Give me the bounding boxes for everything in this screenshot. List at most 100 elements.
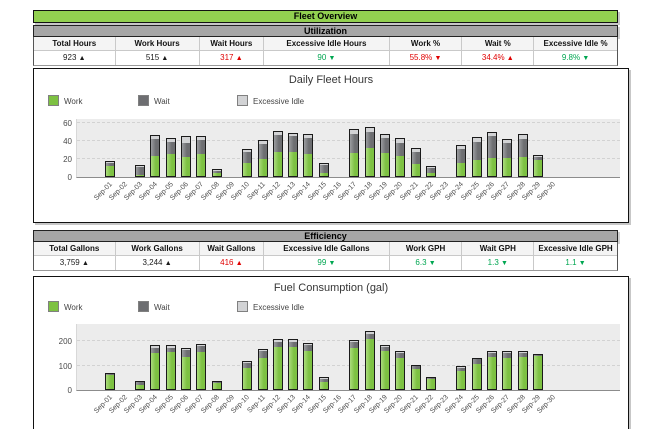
legend-label: Excessive Idle	[253, 97, 305, 106]
stat-value-cell: 1.1 ▼	[534, 256, 617, 270]
y-axis-tick-label: 60	[63, 118, 72, 128]
bar-sep-03	[135, 165, 146, 177]
bar-sep-22	[425, 376, 436, 390]
work-segment	[365, 339, 374, 389]
excessive-idle-segment	[518, 135, 527, 140]
excessive-idle-segment	[273, 131, 282, 135]
bar-sep-25	[471, 357, 482, 390]
work-segment	[166, 154, 175, 176]
bar-sep-29	[532, 155, 543, 177]
work-segment	[105, 375, 114, 389]
stat-value-text: 6.3	[415, 258, 429, 267]
bar-sep-13	[288, 132, 299, 177]
stat-value-row: 923 ▲ 515 ▲ 317 ▲ 90 ▼ 55.8% ▼ 34.4% ▲ 9.8% ▼	[34, 51, 617, 65]
legend-swatch-icon	[138, 301, 149, 312]
stat-header-cell: Wait %	[462, 37, 535, 50]
excessive-idle-segment	[182, 348, 190, 350]
legend-swatch-icon	[138, 95, 149, 106]
wait-segment	[289, 341, 298, 348]
work-segment	[319, 173, 328, 176]
trend-up-icon: ▲	[235, 55, 243, 62]
wait-segment	[396, 142, 405, 157]
excessive-idle-segment	[166, 139, 175, 142]
stat-value-text: 317	[220, 53, 236, 62]
excessive-idle-segment	[304, 344, 313, 346]
trend-down-icon: ▼	[434, 55, 442, 62]
work-segment	[380, 152, 389, 176]
excessive-idle-segment	[197, 137, 206, 140]
excessive-idle-segment	[243, 149, 252, 152]
stat-value-text: 1.3	[487, 258, 502, 267]
stat-value-text: 99	[317, 258, 329, 267]
wait-segment	[488, 352, 496, 357]
work-segment	[289, 151, 298, 176]
stat-header-cell: Wait Hours	[200, 37, 265, 50]
wait-segment	[136, 382, 145, 386]
work-segment	[243, 162, 252, 176]
bar-sep-15	[318, 163, 329, 177]
work-segment	[380, 351, 389, 389]
wait-segment	[243, 363, 252, 368]
excessive-idle-segment	[258, 140, 267, 144]
trend-up-icon: ▲	[161, 55, 169, 62]
chart-title: Fuel Consumption (gal)	[273, 282, 389, 294]
stat-value-cell: 55.8% ▼	[390, 51, 463, 65]
bar-sep-28	[517, 134, 528, 177]
excessive-idle-segment	[258, 349, 267, 352]
excessive-idle-segment	[166, 345, 175, 348]
gridline	[77, 364, 620, 366]
bar-sep-11	[257, 139, 268, 177]
bar-sep-19	[379, 133, 390, 177]
excessive-idle-segment	[488, 132, 496, 137]
wait-segment	[212, 382, 221, 384]
work-segment	[136, 175, 145, 176]
work-segment	[273, 151, 282, 176]
work-segment	[396, 156, 405, 176]
bar-sep-25	[471, 137, 482, 177]
wait-segment	[457, 149, 466, 163]
stat-header-cell: Wait GPH	[462, 242, 535, 255]
wait-segment	[166, 347, 175, 352]
bar-sep-06	[181, 347, 191, 390]
bar-sep-10	[242, 361, 253, 390]
work-segment	[503, 158, 512, 176]
bar-sep-29	[532, 354, 543, 390]
stat-header-cell: Work Gallons	[116, 242, 200, 255]
wait-segment	[151, 347, 160, 354]
legend-item-excessive-idle: Excessive Idle	[237, 301, 304, 312]
gridline	[77, 157, 620, 159]
bar-sep-17	[349, 339, 360, 390]
wait-segment	[457, 367, 466, 371]
excessive-idle-segment	[380, 134, 389, 139]
work-segment	[396, 358, 405, 389]
trend-up-icon: ▲	[78, 55, 86, 62]
excessive-idle-segment	[503, 352, 512, 354]
bar-sep-07	[196, 136, 207, 177]
stat-value-cell: 1.3 ▼	[462, 256, 535, 270]
bar-sep-22	[425, 166, 436, 177]
work-segment	[533, 159, 542, 176]
work-segment	[503, 358, 512, 389]
stat-header-row: Total Hours Work Hours Wait Hours Excessive…	[34, 37, 617, 51]
bar-sep-18	[364, 331, 375, 390]
trend-up-icon: ▲	[235, 260, 243, 267]
stat-value-cell: 3,759 ▲	[34, 256, 116, 270]
section-header-efficiency: Efficiency	[33, 230, 618, 242]
work-segment	[411, 368, 420, 389]
wait-segment	[411, 366, 420, 369]
bar-sep-18	[364, 127, 375, 177]
excessive-idle-segment	[518, 352, 527, 354]
work-segment	[212, 173, 221, 176]
gridline	[77, 340, 620, 342]
gridline	[77, 121, 620, 123]
gridline	[77, 139, 620, 141]
stat-value-text: 1.1	[565, 258, 579, 267]
excessive-idle-segment	[105, 161, 114, 163]
wait-segment	[212, 170, 221, 174]
y-axis-tick-label: 40	[63, 136, 72, 146]
stat-value-text: 3,759	[59, 258, 82, 267]
work-segment	[243, 367, 252, 389]
legend-item-work: Work	[48, 301, 83, 312]
wait-segment	[105, 374, 114, 376]
